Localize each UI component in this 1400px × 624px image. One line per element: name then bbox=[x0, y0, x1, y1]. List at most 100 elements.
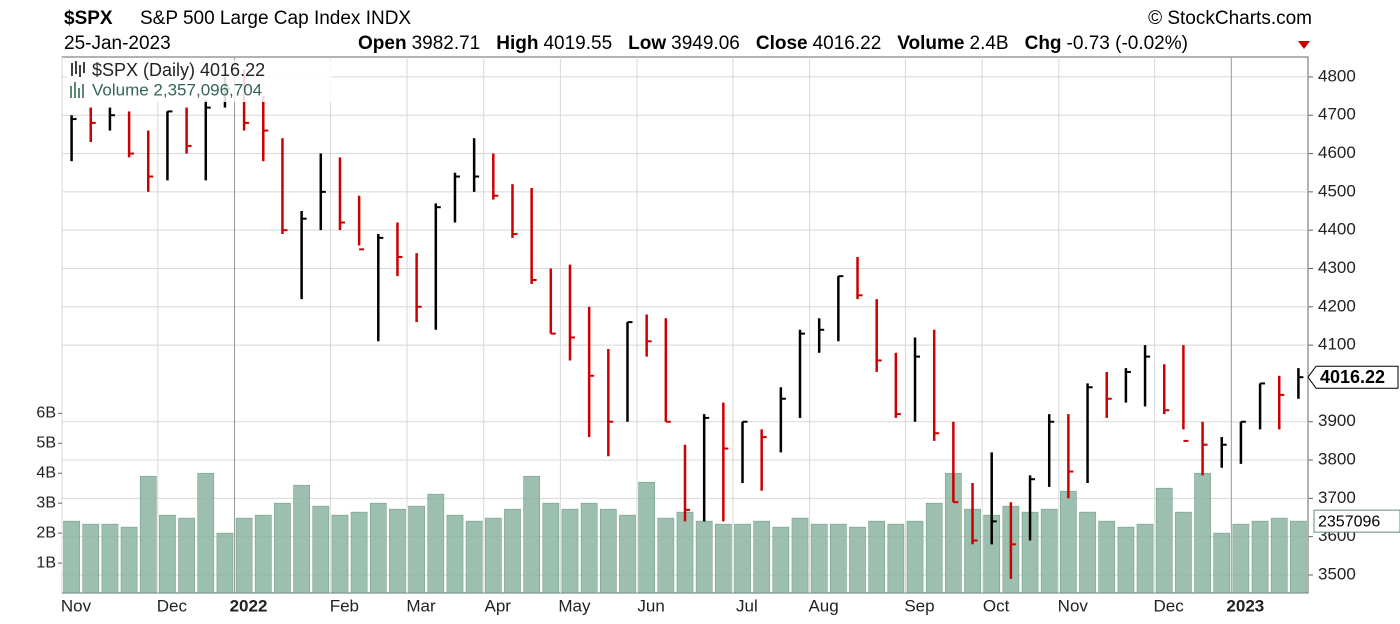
y2-tick-label: 6B bbox=[36, 405, 56, 422]
volume-bar bbox=[734, 523, 751, 594]
quote-label: High bbox=[496, 33, 538, 54]
x-tick-label: Feb bbox=[330, 596, 359, 615]
volume-bar bbox=[274, 502, 291, 594]
y2-tick-label: 5B bbox=[36, 434, 56, 451]
y-tick-label: 4700 bbox=[1318, 105, 1356, 124]
x-tick-label: Mar bbox=[406, 596, 436, 615]
legend-icon bbox=[70, 82, 84, 98]
volume-bar bbox=[1213, 532, 1231, 594]
volume-bar bbox=[1194, 472, 1211, 594]
last-price: 4016.22 bbox=[1320, 367, 1385, 387]
y-tick-label: 4800 bbox=[1318, 66, 1356, 85]
volume-bar bbox=[331, 514, 349, 594]
chart-subtitle: S&P 500 Large Cap Index INDX bbox=[140, 8, 411, 29]
x-tick-label: Jul bbox=[736, 596, 758, 615]
y-tick-label: 4500 bbox=[1318, 181, 1356, 200]
x-tick-label: 2022 bbox=[230, 596, 268, 615]
volume-bar bbox=[235, 517, 253, 594]
volume-bar bbox=[484, 517, 502, 594]
date: 25-Jan-2023 bbox=[64, 33, 171, 54]
x-tick-label: Sep bbox=[904, 596, 934, 615]
volume-bar bbox=[1060, 490, 1077, 594]
volume-bar bbox=[638, 481, 656, 594]
volume-bar bbox=[1098, 520, 1116, 594]
volume-bar bbox=[772, 526, 790, 594]
y-tick-label: 3500 bbox=[1318, 564, 1356, 583]
volume-bar bbox=[216, 532, 234, 594]
volume-bar bbox=[1251, 520, 1269, 594]
volume-bar bbox=[197, 472, 215, 594]
quote-value: 4016.22 bbox=[813, 33, 882, 54]
quote-value: 2.4B bbox=[970, 33, 1009, 54]
volume-bar bbox=[1136, 523, 1154, 594]
volume-bar bbox=[599, 508, 617, 594]
x-tick-label: Dec bbox=[157, 596, 188, 615]
last-price-box bbox=[1307, 365, 1399, 389]
y-tick-label: 4400 bbox=[1318, 220, 1356, 239]
volume-bar bbox=[82, 523, 100, 594]
volume-bar bbox=[868, 520, 886, 594]
x-tick-label: Nov bbox=[1058, 596, 1089, 615]
chart-title: $SPX bbox=[64, 8, 113, 29]
y-tick-label: 3700 bbox=[1318, 488, 1356, 507]
y-tick-label: 4100 bbox=[1318, 335, 1356, 354]
legend-bg bbox=[67, 60, 332, 102]
legend-icon bbox=[71, 61, 85, 77]
volume-bar bbox=[676, 511, 694, 594]
last-volume: 2357096 bbox=[1318, 513, 1380, 530]
volume-bar bbox=[427, 493, 445, 594]
volume-bar bbox=[350, 511, 368, 594]
volume-bar bbox=[120, 526, 138, 594]
quote-value: 3982.71 bbox=[412, 33, 481, 54]
quote-label: Chg bbox=[1025, 33, 1062, 54]
volume-bar bbox=[542, 502, 560, 594]
quote-value: -0.73 (-0.02%) bbox=[1067, 33, 1188, 54]
volume-bar bbox=[791, 517, 809, 594]
volume-bar bbox=[1290, 520, 1307, 594]
volume-bar bbox=[1117, 526, 1135, 594]
volume-bar bbox=[101, 523, 119, 594]
x-tick-label: Jun bbox=[637, 596, 664, 615]
volume-bar bbox=[446, 514, 464, 594]
volume-bar bbox=[1155, 487, 1173, 594]
volume-bar bbox=[504, 508, 521, 594]
volume-bar bbox=[1079, 511, 1096, 594]
quote-line: Open 3982.71 High 4019.55 Low 3949.06 Close 401… bbox=[358, 33, 1188, 54]
x-tick-label: Aug bbox=[808, 596, 838, 615]
quote-value: 4019.55 bbox=[543, 33, 612, 54]
y2-tick-label: 1B bbox=[36, 554, 56, 571]
volume-bar bbox=[906, 520, 924, 594]
x-tick-label: Nov bbox=[61, 596, 92, 615]
volume-bar bbox=[1040, 508, 1058, 594]
volume-bar bbox=[178, 517, 195, 594]
volume-bar bbox=[312, 505, 330, 594]
volume-bar bbox=[408, 505, 425, 594]
volume-bar bbox=[1232, 523, 1250, 594]
y-tick-label: 4600 bbox=[1318, 143, 1356, 162]
volume-bar bbox=[63, 520, 80, 594]
volume-bar bbox=[887, 523, 905, 594]
y-tick-label: 3800 bbox=[1318, 450, 1356, 469]
volume-bar bbox=[254, 514, 272, 594]
volume-bar bbox=[561, 508, 579, 594]
volume-bar bbox=[695, 520, 713, 594]
volume-bar bbox=[925, 502, 943, 594]
x-tick-label: 2023 bbox=[1226, 596, 1264, 615]
x-tick-label: Apr bbox=[484, 596, 511, 615]
volume-bar bbox=[657, 517, 675, 594]
volume-bar bbox=[580, 502, 598, 594]
volume-bar bbox=[369, 502, 387, 594]
volume-bar bbox=[714, 523, 732, 594]
y-tick-label: 4200 bbox=[1318, 296, 1356, 315]
y2-tick-label: 2B bbox=[36, 524, 56, 541]
volume-bar bbox=[1175, 511, 1192, 594]
x-tick-label: May bbox=[558, 596, 591, 615]
volume-legend: Volume 2,357,096,704 bbox=[92, 80, 262, 99]
volume-bar bbox=[293, 484, 310, 594]
volume-bar bbox=[159, 514, 176, 594]
quote-label: Open bbox=[358, 33, 407, 54]
volume-bar bbox=[619, 514, 636, 594]
quote-label: Low bbox=[628, 33, 666, 54]
volume-bar bbox=[465, 520, 483, 594]
y2-tick-label: 3B bbox=[36, 494, 56, 511]
